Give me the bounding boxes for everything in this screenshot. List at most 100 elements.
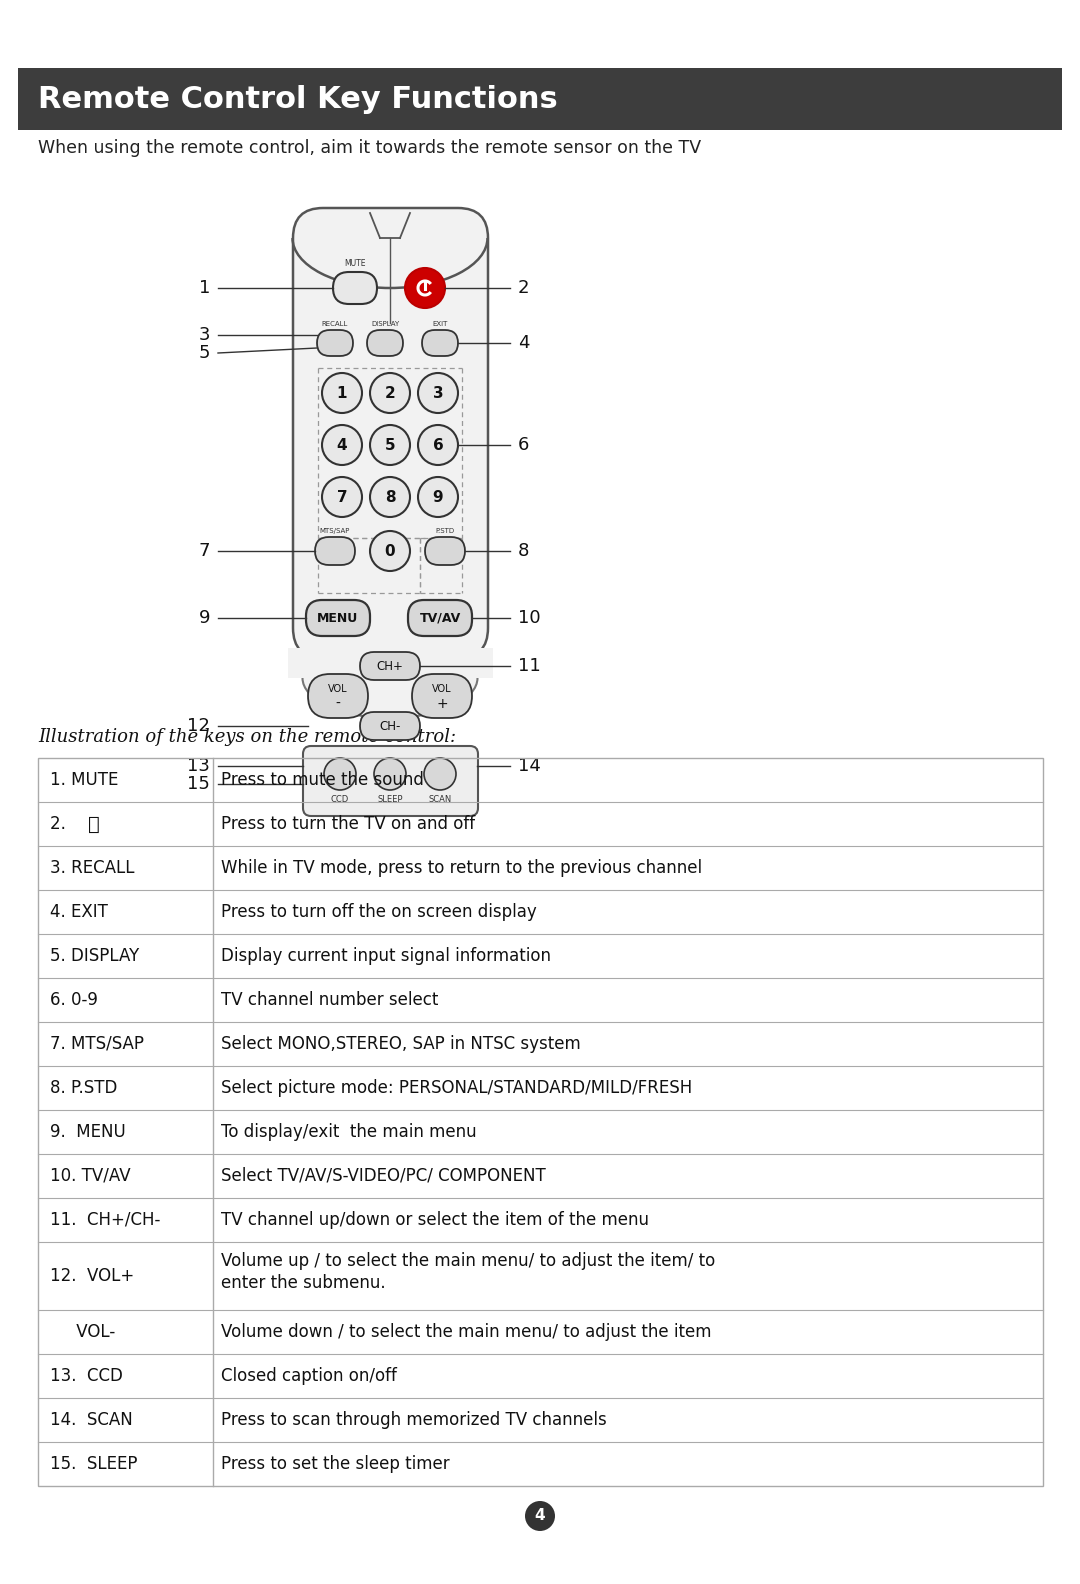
Text: 8: 8 bbox=[518, 542, 529, 561]
Ellipse shape bbox=[302, 638, 477, 718]
Circle shape bbox=[418, 477, 458, 516]
Text: Press to set the sleep timer: Press to set the sleep timer bbox=[221, 1456, 449, 1473]
Text: 13.  CCD: 13. CCD bbox=[50, 1367, 123, 1384]
Text: 7: 7 bbox=[337, 489, 348, 504]
Text: Volume down / to select the main menu/ to adjust the item: Volume down / to select the main menu/ t… bbox=[221, 1323, 712, 1342]
FancyBboxPatch shape bbox=[360, 711, 420, 740]
Text: 12.  VOL+: 12. VOL+ bbox=[50, 1267, 134, 1285]
Text: TV/AV: TV/AV bbox=[419, 611, 461, 624]
Text: Press to mute the sound: Press to mute the sound bbox=[221, 771, 423, 789]
Text: Closed caption on/off: Closed caption on/off bbox=[221, 1367, 396, 1384]
Circle shape bbox=[370, 531, 410, 570]
Circle shape bbox=[322, 372, 362, 413]
Text: +: + bbox=[436, 697, 448, 711]
Bar bbox=[288, 648, 492, 678]
Text: 3: 3 bbox=[199, 326, 210, 344]
Text: ⏻: ⏻ bbox=[87, 814, 99, 833]
Text: Press to scan through memorized TV channels: Press to scan through memorized TV chann… bbox=[221, 1411, 607, 1429]
Text: 9: 9 bbox=[199, 608, 210, 627]
Text: Press to turn the TV on and off: Press to turn the TV on and off bbox=[221, 816, 475, 833]
Text: 1: 1 bbox=[199, 279, 210, 296]
Text: VOL: VOL bbox=[328, 684, 348, 694]
FancyBboxPatch shape bbox=[306, 600, 370, 637]
Text: DISPLAY: DISPLAY bbox=[370, 322, 400, 326]
Text: When using the remote control, aim it towards the remote sensor on the TV: When using the remote control, aim it to… bbox=[38, 139, 701, 157]
Text: VOL: VOL bbox=[432, 684, 451, 694]
Text: Select MONO,STEREO, SAP in NTSC system: Select MONO,STEREO, SAP in NTSC system bbox=[221, 1034, 581, 1053]
Text: Press to turn off the on screen display: Press to turn off the on screen display bbox=[221, 903, 537, 920]
Text: EXIT: EXIT bbox=[432, 322, 448, 326]
Text: VOL-: VOL- bbox=[50, 1323, 116, 1342]
FancyBboxPatch shape bbox=[303, 746, 478, 816]
Circle shape bbox=[370, 372, 410, 413]
Text: Volume up / to select the main menu/ to adjust the item/ to: Volume up / to select the main menu/ to … bbox=[221, 1251, 715, 1270]
Text: 13: 13 bbox=[187, 757, 210, 775]
Text: 10. TV/AV: 10. TV/AV bbox=[50, 1167, 131, 1185]
Text: To display/exit  the main menu: To display/exit the main menu bbox=[221, 1123, 476, 1140]
Text: 4. EXIT: 4. EXIT bbox=[50, 903, 108, 920]
FancyBboxPatch shape bbox=[411, 675, 472, 718]
Circle shape bbox=[370, 477, 410, 516]
Text: MENU: MENU bbox=[318, 611, 359, 624]
Text: TV channel up/down or select the item of the menu: TV channel up/down or select the item of… bbox=[221, 1212, 649, 1229]
Text: 8: 8 bbox=[384, 489, 395, 504]
Text: P.STD: P.STD bbox=[435, 527, 455, 534]
FancyBboxPatch shape bbox=[426, 537, 465, 565]
Circle shape bbox=[418, 372, 458, 413]
Text: Display current input signal information: Display current input signal information bbox=[221, 947, 551, 965]
Text: 6: 6 bbox=[433, 437, 444, 453]
Text: 10: 10 bbox=[518, 608, 541, 627]
Circle shape bbox=[374, 759, 406, 790]
Circle shape bbox=[324, 759, 356, 790]
FancyBboxPatch shape bbox=[318, 329, 353, 356]
Text: While in TV mode, press to return to the previous channel: While in TV mode, press to return to the… bbox=[221, 859, 702, 878]
Text: SLEEP: SLEEP bbox=[377, 795, 403, 803]
Text: Select picture mode: PERSONAL/STANDARD/MILD/FRESH: Select picture mode: PERSONAL/STANDARD/M… bbox=[221, 1079, 692, 1098]
Text: 4: 4 bbox=[535, 1508, 545, 1524]
Bar bbox=[38, 759, 1043, 1486]
Text: 12: 12 bbox=[187, 718, 210, 735]
Text: 1: 1 bbox=[337, 385, 348, 401]
FancyBboxPatch shape bbox=[367, 329, 403, 356]
Circle shape bbox=[424, 759, 456, 790]
Text: 6: 6 bbox=[518, 436, 529, 455]
Bar bbox=[18, 68, 1062, 130]
FancyBboxPatch shape bbox=[315, 537, 355, 565]
Text: SCAN: SCAN bbox=[429, 795, 451, 803]
FancyBboxPatch shape bbox=[422, 329, 458, 356]
FancyBboxPatch shape bbox=[360, 653, 420, 680]
FancyBboxPatch shape bbox=[293, 208, 488, 657]
Text: 11.  CH+/CH-: 11. CH+/CH- bbox=[50, 1212, 160, 1229]
Text: 3. RECALL: 3. RECALL bbox=[50, 859, 135, 878]
Text: 15: 15 bbox=[187, 775, 210, 794]
Text: 2: 2 bbox=[384, 385, 395, 401]
Text: Select TV/AV/S-VIDEO/PC/ COMPONENT: Select TV/AV/S-VIDEO/PC/ COMPONENT bbox=[221, 1167, 545, 1185]
Text: TV channel number select: TV channel number select bbox=[221, 992, 438, 1009]
Text: MTS/SAP: MTS/SAP bbox=[320, 527, 350, 534]
Text: 2: 2 bbox=[518, 279, 529, 296]
Text: CH-: CH- bbox=[379, 719, 401, 732]
Text: 5. DISPLAY: 5. DISPLAY bbox=[50, 947, 139, 965]
Text: 4: 4 bbox=[337, 437, 348, 453]
Text: 7. MTS/SAP: 7. MTS/SAP bbox=[50, 1034, 144, 1053]
Text: 14.  SCAN: 14. SCAN bbox=[50, 1411, 133, 1429]
Text: 0: 0 bbox=[384, 543, 395, 559]
Text: RECALL: RECALL bbox=[322, 322, 348, 326]
Text: 2.: 2. bbox=[50, 816, 77, 833]
Text: 9.  MENU: 9. MENU bbox=[50, 1123, 125, 1140]
Text: 1. MUTE: 1. MUTE bbox=[50, 771, 119, 789]
FancyBboxPatch shape bbox=[333, 272, 377, 304]
Text: CH+: CH+ bbox=[377, 659, 404, 673]
Text: 5: 5 bbox=[384, 437, 395, 453]
Text: 3: 3 bbox=[433, 385, 443, 401]
Text: 9: 9 bbox=[433, 489, 443, 504]
Text: 8. P.STD: 8. P.STD bbox=[50, 1079, 118, 1098]
Text: 4: 4 bbox=[518, 334, 529, 352]
Text: 5: 5 bbox=[199, 344, 210, 363]
Text: 14: 14 bbox=[518, 757, 541, 775]
Circle shape bbox=[370, 425, 410, 466]
Circle shape bbox=[322, 425, 362, 466]
Text: 11: 11 bbox=[518, 657, 541, 675]
Text: 15.  SLEEP: 15. SLEEP bbox=[50, 1456, 137, 1473]
FancyBboxPatch shape bbox=[408, 600, 472, 637]
